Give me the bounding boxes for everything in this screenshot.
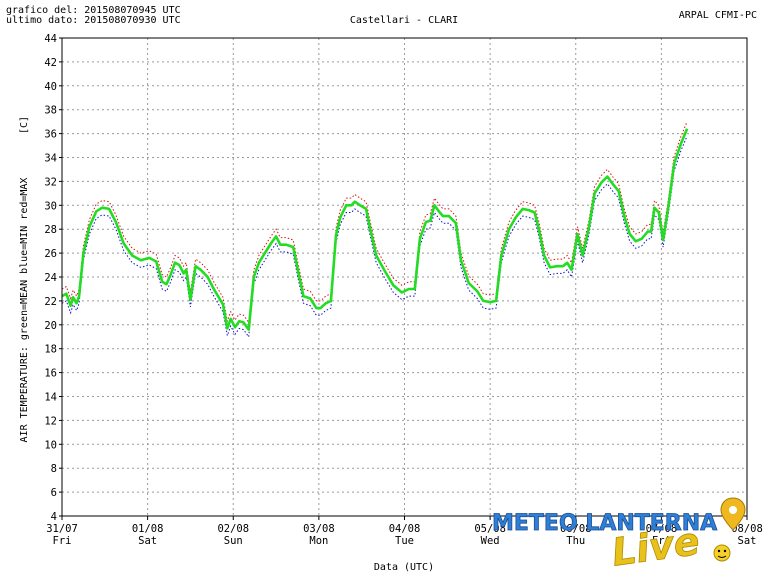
y-tick-label: 22	[44, 296, 57, 308]
sun-icon	[713, 544, 731, 562]
x-tick-day: Sun	[224, 535, 243, 547]
y-tick-label: 24	[44, 272, 57, 284]
map-pin-icon	[720, 497, 746, 531]
chart-generated-time: grafico del: 201508070945 UTC	[6, 5, 181, 16]
series-max-line	[61, 121, 688, 324]
station-title: Castellari - CLARI	[350, 15, 458, 26]
y-tick-label: 8	[51, 463, 57, 475]
y-tick-label: 20	[44, 320, 57, 332]
last-data-time: ultimo dato: 201508070930 UTC	[6, 15, 181, 26]
x-tick-date: 04/08	[389, 523, 421, 535]
x-tick-date: 05/08	[474, 523, 506, 535]
meteo-lanterna-logo: METEO LANTERNA Live	[492, 497, 746, 575]
x-tick-date: 02/08	[217, 523, 249, 535]
y-tick-label: 32	[44, 176, 57, 188]
y-tick-label: 44	[44, 33, 57, 45]
series-lines	[61, 121, 689, 339]
x-tick-labels: 31/07Fri01/08Sat02/08Sun03/08Mon04/08Tue…	[46, 516, 763, 547]
y-tick-label: 10	[44, 439, 57, 451]
y-tick-label: 4	[51, 511, 57, 523]
x-tick-day: Wed	[481, 535, 500, 547]
y-tick-label: 34	[44, 153, 57, 165]
y-tick-label: 6	[51, 487, 57, 499]
y-tick-label: 18	[44, 344, 57, 356]
y-tick-label: 14	[44, 392, 57, 404]
y-tick-label: 26	[44, 248, 57, 260]
x-axis-label: Data (UTC)	[374, 562, 434, 573]
y-tick-label: 40	[44, 81, 57, 93]
y-tick-label: 16	[44, 368, 57, 380]
y-tick-label: 36	[44, 129, 57, 141]
grid-lines	[62, 38, 747, 516]
logo-text: METEO LANTERNA	[492, 511, 717, 536]
x-tick-day: Sat	[738, 535, 757, 547]
x-tick-date: 07/08	[646, 523, 678, 535]
y-tick-label: 30	[44, 200, 57, 212]
y-tick-label: 28	[44, 224, 57, 236]
series-min-line	[61, 135, 688, 339]
series-mean-line	[61, 128, 689, 331]
y-tick-label: 38	[44, 105, 57, 117]
plot-frame	[61, 37, 748, 517]
x-tick-day: Mon	[309, 535, 328, 547]
y-unit-label: [C]	[19, 116, 30, 134]
y-tick-label: 42	[44, 57, 57, 69]
y-tick-label: 12	[44, 415, 57, 427]
x-tick-date: 31/07	[46, 523, 78, 535]
y-tick-labels: 4 6 8 10 12 14 16 18 20 22 24 26 28 30 32 34 36 38 40 42 44	[44, 33, 62, 523]
data-source: ARPAL CFMI-PC	[679, 10, 757, 21]
x-tick-date: 03/08	[303, 523, 335, 535]
x-tick-date: 08/08	[731, 523, 763, 535]
x-tick-day: Sat	[138, 535, 157, 547]
x-tick-date: 06/08	[560, 523, 592, 535]
x-tick-day: Thu	[566, 535, 585, 547]
x-tick-day: Fri	[652, 535, 671, 547]
x-tick-day: Fri	[53, 535, 72, 547]
x-tick-day: Tue	[395, 535, 414, 547]
y-axis-label: AIR TEMPERATURE: green=MEAN blue=MIN red…	[19, 178, 30, 443]
x-tick-date: 01/08	[132, 523, 164, 535]
